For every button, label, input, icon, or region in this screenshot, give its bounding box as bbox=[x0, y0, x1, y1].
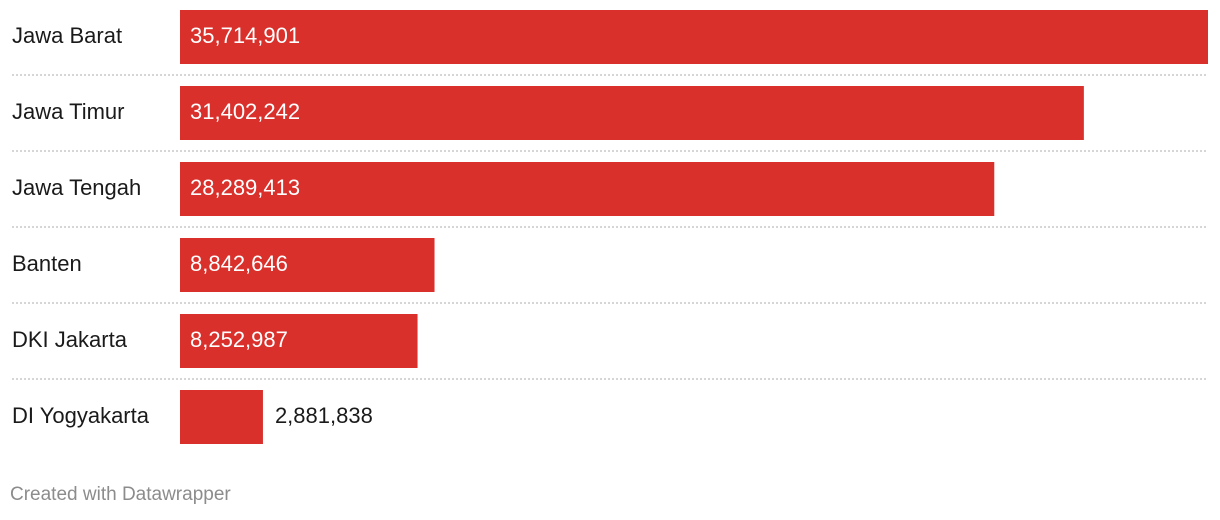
bar bbox=[180, 390, 263, 444]
category-label: DKI Jakarta bbox=[12, 327, 128, 352]
bar bbox=[180, 314, 418, 368]
bar bbox=[180, 10, 1208, 64]
value-label: 28,289,413 bbox=[190, 175, 300, 200]
bar bbox=[180, 238, 435, 292]
category-label: Banten bbox=[12, 251, 82, 276]
category-label: Jawa Timur bbox=[12, 99, 124, 124]
bar bbox=[180, 162, 995, 216]
value-label: 35,714,901 bbox=[190, 23, 300, 48]
category-label: Jawa Tengah bbox=[12, 175, 141, 200]
value-label: 31,402,242 bbox=[190, 99, 300, 124]
category-label: DI Yogyakarta bbox=[12, 403, 150, 428]
value-label: 2,881,838 bbox=[275, 403, 373, 428]
value-label: 8,252,987 bbox=[190, 327, 288, 352]
bar bbox=[180, 86, 1084, 140]
datawrapper-credit: Created with Datawrapper bbox=[10, 484, 231, 505]
category-label: Jawa Barat bbox=[12, 23, 122, 48]
value-label: 8,842,646 bbox=[190, 251, 288, 276]
